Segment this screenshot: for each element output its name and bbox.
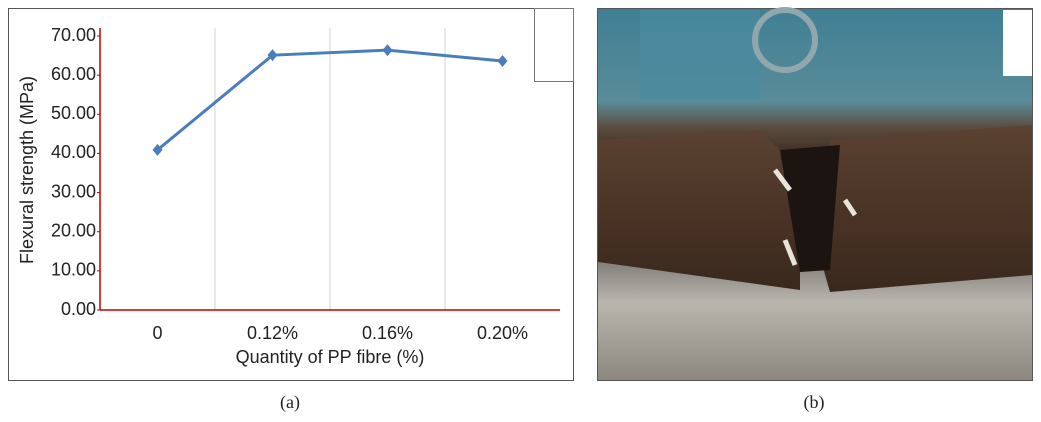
y-tick-label: 20.00 — [51, 220, 96, 240]
x-tick-label: 0.16% — [362, 323, 413, 343]
x-axis-label: Quantity of PP fibre (%) — [236, 347, 425, 367]
machine-wheel — [752, 7, 818, 73]
data-point — [382, 44, 393, 57]
y-axis-label: Flexural strength (MPa) — [17, 76, 37, 264]
beam-right — [818, 125, 1032, 292]
fibres — [773, 168, 858, 266]
x-tick-label: 0.12% — [247, 323, 298, 343]
y-tick-label: 60.00 — [51, 64, 96, 84]
chart: 0.00 10.00 20.00 30.00 40.00 50.00 60.00 70.00 0… — [51, 25, 560, 343]
legend-box — [534, 8, 574, 82]
data-point — [152, 143, 163, 156]
data-point — [497, 55, 508, 68]
machine-part — [640, 10, 760, 100]
y-tick-label: 10.00 — [51, 260, 96, 280]
y-tick-label: 70.00 — [51, 25, 96, 45]
caption: (a) — [280, 392, 300, 413]
photo — [597, 7, 1033, 381]
y-tick-label: 50.00 — [51, 103, 96, 123]
x-tick-label: 0.20% — [477, 323, 528, 343]
y-tick-label: 40.00 — [51, 142, 96, 162]
data-point — [267, 49, 278, 62]
x-tick-label: 0 — [152, 323, 162, 343]
caption: (b) — [804, 392, 825, 413]
crack — [780, 145, 840, 272]
label-box — [1003, 10, 1032, 76]
y-tick-label: 0.00 — [61, 299, 96, 319]
chart-frame — [8, 8, 574, 381]
data-line — [156, 48, 503, 152]
beam-left — [598, 130, 800, 290]
y-tick-label: 30.00 — [51, 181, 96, 201]
